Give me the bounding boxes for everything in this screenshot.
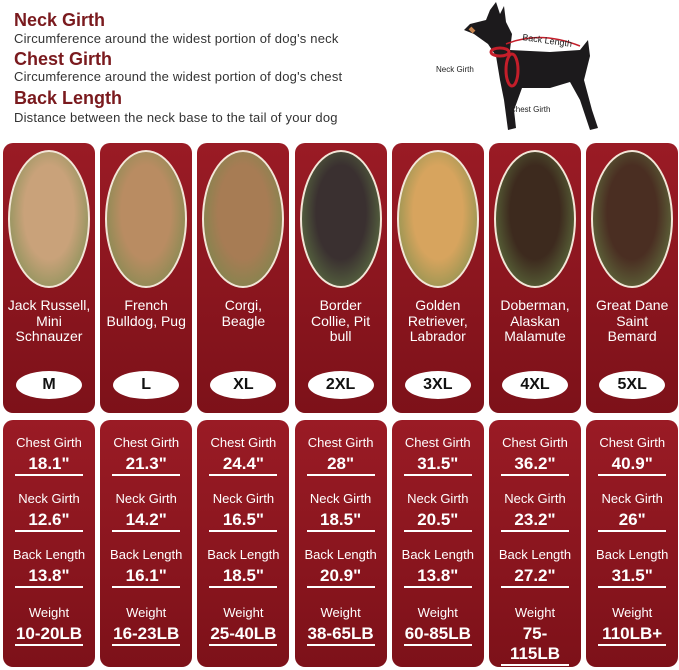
heading: Back Length xyxy=(14,88,123,108)
measure-value: 25-40LB xyxy=(209,624,278,646)
measure-value: 21.3" xyxy=(112,454,181,476)
measure-card xyxy=(197,420,290,667)
measure-label: Back Length xyxy=(596,547,669,562)
breed-name: French Bulldog, Pug xyxy=(106,297,186,329)
measure-value: 31.5" xyxy=(403,454,472,476)
measure-value: 16.5" xyxy=(209,510,278,532)
measure-label: Back Length xyxy=(304,547,377,562)
size-label: XL xyxy=(210,371,277,399)
measure-label: Weight xyxy=(514,605,556,620)
measure-label: Neck Girth xyxy=(212,491,275,506)
measure-label: Chest Girth xyxy=(599,435,666,450)
measure-label: Weight xyxy=(612,605,653,620)
size-label: 2XL xyxy=(307,371,374,399)
measure-label: Chest Girth xyxy=(307,435,374,450)
measure-value: 12.6" xyxy=(15,510,83,532)
measure-card xyxy=(391,420,484,667)
dog-photo xyxy=(202,150,285,288)
diagram-label: Back Length xyxy=(522,32,573,49)
measure-value: 16-23LB xyxy=(112,624,181,646)
measure-label: Back Length xyxy=(401,547,474,562)
measure-value: 110LB+ xyxy=(598,624,667,646)
measure-value: 60-85LB xyxy=(403,624,472,646)
measure-value: 24.4" xyxy=(209,454,278,476)
measure-card xyxy=(294,420,387,667)
measure-label: Neck Girth xyxy=(407,491,469,506)
heading: Chest Girth xyxy=(14,49,113,69)
size-label: 3XL xyxy=(404,371,471,399)
measure-value: 13.8" xyxy=(15,566,83,588)
measure-label: Neck Girth xyxy=(115,491,177,506)
measure-value: 27.2" xyxy=(501,566,569,588)
breed-name: Corgi, Beagle xyxy=(221,297,266,329)
measure-label: Weight xyxy=(28,605,70,620)
measure-value: 26" xyxy=(598,510,667,532)
measure-value: 36.2" xyxy=(501,454,569,476)
dog-photo xyxy=(591,150,674,288)
measure-label: Weight xyxy=(223,605,264,620)
measure-value: 20.5" xyxy=(403,510,472,532)
measure-value: 14.2" xyxy=(112,510,181,532)
measure-value: 18.5" xyxy=(306,510,375,532)
measure-label: Weight xyxy=(126,605,167,620)
size-label: M xyxy=(16,371,82,399)
diagram-label: Chest Girth xyxy=(510,105,550,114)
dog-photo xyxy=(105,150,188,288)
measure-label: Chest Girth xyxy=(113,435,180,450)
dog-photo xyxy=(299,150,382,288)
size-label: L xyxy=(113,371,180,399)
measure-value: 10-20LB xyxy=(15,624,83,646)
measure-value: 40.9" xyxy=(598,454,667,476)
measure-label: Chest Girth xyxy=(404,435,471,450)
measure-card xyxy=(586,420,679,667)
measure-label: Weight xyxy=(417,605,458,620)
measure-value: 16.1" xyxy=(112,566,181,588)
measure-label: Neck Girth xyxy=(601,491,663,506)
breed-name: Golden Retriever, Labrador xyxy=(407,297,468,344)
measure-value: 28" xyxy=(306,454,375,476)
size-label: 5XL xyxy=(599,371,666,399)
measure-label: Back Length xyxy=(110,547,183,562)
description: Distance between the neck base to the ta… xyxy=(14,110,338,125)
heading: Neck Girth xyxy=(14,10,106,30)
measure-label: Weight xyxy=(320,605,361,620)
measure-label: Neck Girth xyxy=(309,491,372,506)
measure-value: 20.9" xyxy=(306,566,375,588)
measure-label: Neck Girth xyxy=(18,491,80,506)
measure-value: 13.8" xyxy=(403,566,472,588)
measure-value: 31.5" xyxy=(598,566,667,588)
measure-card xyxy=(3,420,95,667)
measure-card xyxy=(489,420,581,667)
measure-label: Neck Girth xyxy=(504,491,566,506)
description: Circumference around the widest portion … xyxy=(14,69,343,84)
measure-value: 38-65LB xyxy=(306,624,375,646)
dog-photo xyxy=(8,150,90,288)
dog-diagram: Back Length Neck Girth Chest Girth xyxy=(436,2,598,130)
diagram-label: Neck Girth xyxy=(436,65,474,74)
breed-name: Jack Russell, Mini Schnauzer xyxy=(7,297,91,344)
measure-label: Chest Girth xyxy=(16,435,82,450)
description: Circumference around the widest portion … xyxy=(14,31,339,46)
measure-label: Back Length xyxy=(498,547,572,562)
measure-label: Back Length xyxy=(207,547,280,562)
measure-value: 18.1" xyxy=(15,454,83,476)
measure-label: Chest Girth xyxy=(502,435,568,450)
measure-value: 23.2" xyxy=(501,510,569,532)
breed-name: Great Dane Saint Bemard xyxy=(596,297,669,344)
measure-label: Back Length xyxy=(12,547,86,562)
size-label: 4XL xyxy=(502,371,568,399)
breed-name: Doberman, Alaskan Malamute xyxy=(500,297,570,344)
measure-value: 75-115LB xyxy=(501,624,569,666)
measure-label: Chest Girth xyxy=(210,435,277,450)
breed-name: Border Collie, Pit bull xyxy=(311,297,371,344)
measure-value: 18.5" xyxy=(209,566,278,588)
dog-photo xyxy=(494,150,576,288)
dog-photo xyxy=(396,150,479,288)
measure-card xyxy=(100,420,193,667)
